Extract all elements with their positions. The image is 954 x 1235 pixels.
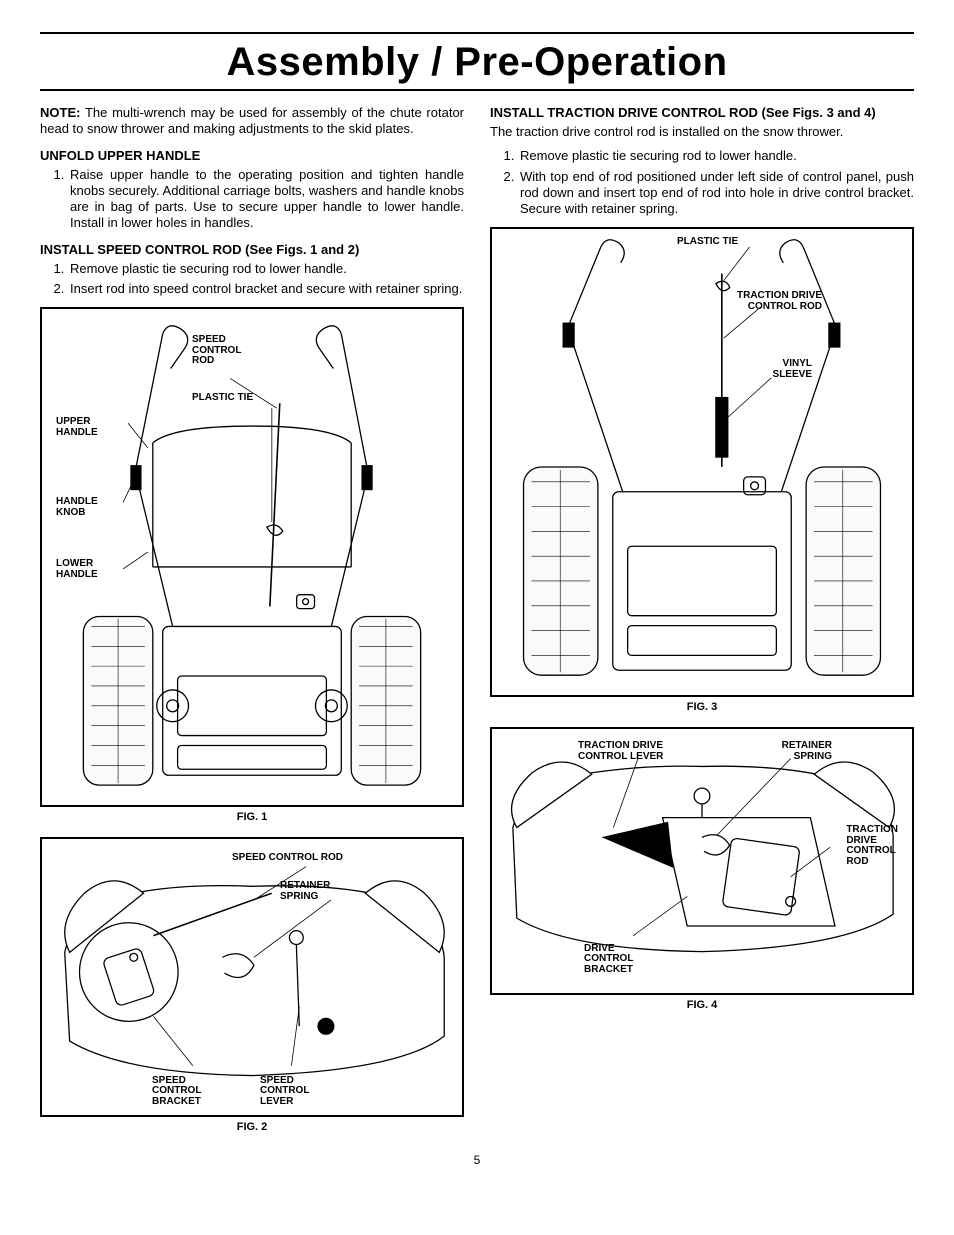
steps-unfold: Raise upper handle to the operating posi… [40, 167, 464, 232]
fig2-label-retainer-spring: RETAINERSPRING [280, 881, 330, 902]
step-item: Raise upper handle to the operating posi… [68, 167, 464, 232]
fig2-label-speed-control-rod: SPEED CONTROL ROD [232, 853, 343, 864]
section-body-traction: The traction drive control rod is instal… [490, 124, 914, 140]
section-heading-speed: INSTALL SPEED CONTROL ROD (See Figs. 1 a… [40, 242, 464, 257]
fig2-label-speed-control-bracket: SPEEDCONTROLBRACKET [152, 1076, 201, 1108]
note-label: NOTE: [40, 105, 80, 120]
section-heading-traction: INSTALL TRACTION DRIVE CONTROL ROD (See … [490, 105, 914, 120]
page-title: Assembly / Pre-Operation [40, 40, 914, 85]
fig1-label-lower-handle: LOWERHANDLE [56, 559, 98, 580]
figure-4-caption: FIG. 4 [490, 999, 914, 1011]
figure-2-caption: FIG. 2 [40, 1121, 464, 1133]
step-item: Insert rod into speed control bracket an… [68, 281, 464, 297]
fig4-label-traction-lever: TRACTION DRIVECONTROL LEVER [578, 741, 663, 762]
fig2-label-speed-control-lever: SPEEDCONTROLLEVER [260, 1076, 309, 1108]
figure-3-box: PLASTIC TIE TRACTION DRIVECONTROL ROD VI… [490, 227, 914, 697]
figure-1-box: SPEEDCONTROLROD PLASTIC TIE UPPERHANDLE … [40, 307, 464, 807]
top-rule [40, 32, 914, 34]
fig1-label-upper-handle: UPPERHANDLE [56, 417, 98, 438]
fig3-label-plastic-tie: PLASTIC TIE [677, 237, 738, 248]
figure-1-diagram [42, 309, 462, 805]
fig4-label-traction-rod: TRACTIONDRIVECONTROLROD [846, 825, 898, 867]
left-column: NOTE: The multi-wrench may be used for a… [40, 105, 464, 1147]
note-body: The multi-wrench may be used for assembl… [40, 105, 464, 136]
fig1-label-handle-knob: HANDLEKNOB [56, 497, 98, 518]
section-heading-unfold: UNFOLD UPPER HANDLE [40, 148, 464, 163]
note-paragraph: NOTE: The multi-wrench may be used for a… [40, 105, 464, 138]
title-underline [40, 89, 914, 91]
figure-1-caption: FIG. 1 [40, 811, 464, 823]
step-item: Remove plastic tie securing rod to lower… [518, 148, 914, 164]
step-item: Remove plastic tie securing rod to lower… [68, 261, 464, 277]
figure-2-box: SPEED CONTROL ROD RETAINERSPRING SPEEDCO… [40, 837, 464, 1117]
steps-speed: Remove plastic tie securing rod to lower… [40, 261, 464, 298]
figure-3-caption: FIG. 3 [490, 701, 914, 713]
fig3-label-traction-rod: TRACTION DRIVECONTROL ROD [737, 291, 822, 312]
fig1-label-speed-control-rod: SPEEDCONTROLROD [192, 335, 241, 367]
fig1-label-plastic-tie: PLASTIC TIE [192, 393, 253, 404]
two-column-layout: NOTE: The multi-wrench may be used for a… [40, 105, 914, 1147]
fig3-label-vinyl-sleeve: VINYLSLEEVE [773, 359, 812, 380]
fig4-label-drive-bracket: DRIVECONTROLBRACKET [584, 944, 633, 976]
steps-traction: Remove plastic tie securing rod to lower… [490, 148, 914, 217]
right-column: INSTALL TRACTION DRIVE CONTROL ROD (See … [490, 105, 914, 1147]
figure-3-diagram [492, 229, 912, 695]
figure-2-diagram [42, 839, 462, 1115]
fig4-label-retainer-spring: RETAINERSPRING [782, 741, 832, 762]
page-number: 5 [40, 1153, 914, 1167]
step-item: With top end of rod positioned under lef… [518, 169, 914, 218]
figure-4-box: TRACTION DRIVECONTROL LEVER RETAINERSPRI… [490, 727, 914, 995]
